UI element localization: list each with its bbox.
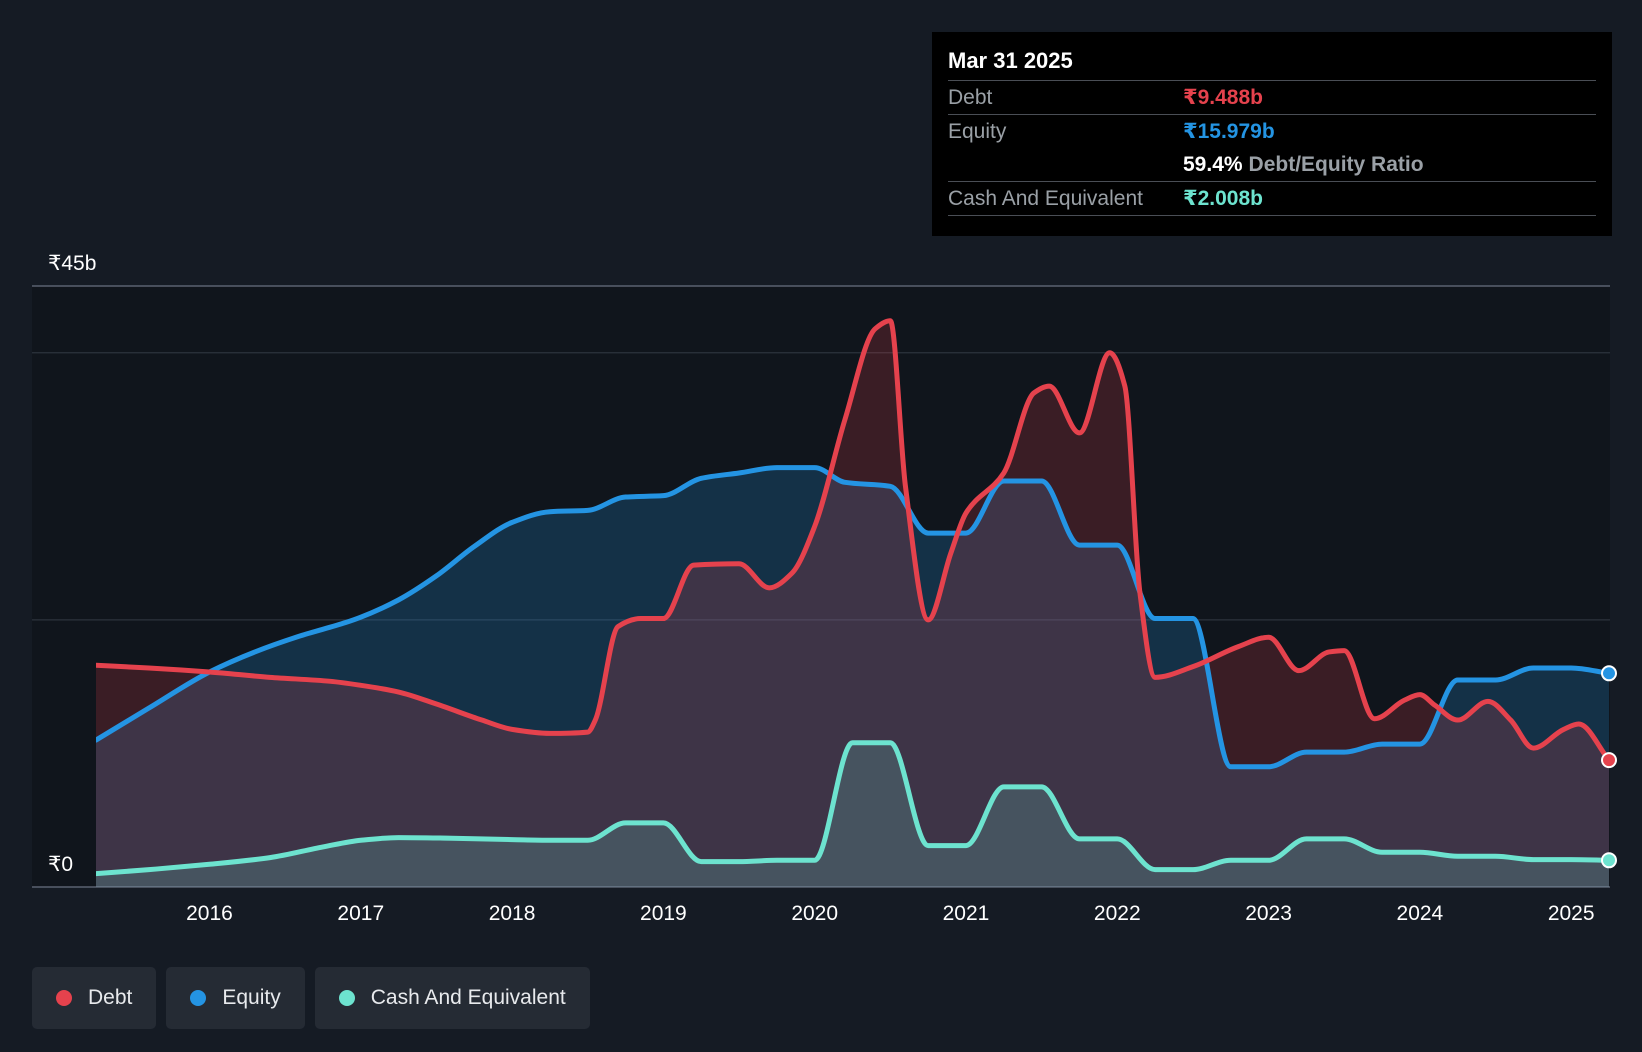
tooltip-panel: Mar 31 2025 Debt ₹9.488b Equity ₹15.979b…: [932, 32, 1612, 236]
equity-end-marker[interactable]: [1601, 665, 1617, 682]
y-tick-label: ₹45b: [48, 252, 96, 275]
debt-line: [96, 318, 1611, 763]
legend-label-debt: Debt: [88, 986, 133, 1009]
legend-item-cash[interactable]: Cash And Equivalent: [314, 967, 590, 1029]
tooltip-debt-value: ₹9.488b: [1183, 86, 1263, 109]
equity-line: [96, 465, 1611, 770]
tooltip-cash-label: Cash And Equivalent: [948, 186, 1143, 210]
tooltip-debt-label: Debt: [948, 85, 993, 109]
legend-item-debt[interactable]: Debt: [32, 967, 157, 1029]
tooltip-ratio-label: Debt/Equity Ratio: [1248, 152, 1424, 176]
cash-area: [96, 742, 1609, 887]
debt-area: [96, 320, 1609, 888]
equity-area: [96, 467, 1609, 887]
tooltip-ratio-row: 59.4% Debt/Equity Ratio: [948, 148, 1596, 181]
tooltip-equity-row: Equity ₹15.979b: [948, 114, 1596, 148]
plot-background: [32, 286, 1610, 887]
tooltip-cash-value: ₹2.008b: [1183, 187, 1263, 210]
x-tick-label: 2017: [337, 902, 384, 925]
tooltip-cash-row: Cash And Equivalent ₹2.008b: [948, 181, 1596, 216]
x-tick-label: 2020: [791, 902, 838, 925]
x-tick-label: 2018: [489, 902, 536, 925]
tooltip-date: Mar 31 2025: [948, 48, 1073, 73]
tooltip-equity-value: ₹15.979b: [1183, 120, 1275, 143]
tooltip-equity-label: Equity: [948, 119, 1007, 143]
legend-dot-cash: [338, 990, 355, 1006]
legend-label-cash: Cash And Equivalent: [370, 986, 566, 1009]
x-tick-label: 2022: [1094, 902, 1141, 925]
legend-item-equity[interactable]: Equity: [166, 967, 305, 1029]
cash-line: [96, 740, 1611, 877]
tooltip-ratio-value: 59.4%: [1183, 152, 1243, 176]
debt-end-marker[interactable]: [1601, 752, 1617, 769]
cash-end-marker[interactable]: [1601, 852, 1617, 869]
chart-legend: Debt Equity Cash And Equivalent: [32, 967, 590, 1029]
legend-dot-debt: [56, 990, 72, 1006]
y-tick-label: ₹0: [48, 853, 73, 876]
x-tick-label: 2016: [186, 902, 233, 925]
x-tick-label: 2025: [1548, 902, 1595, 925]
x-tick-label: 2023: [1245, 902, 1292, 925]
legend-label-equity: Equity: [222, 986, 281, 1009]
x-tick-label: 2024: [1397, 902, 1444, 925]
x-tick-label: 2019: [640, 902, 687, 925]
tooltip-debt-row: Debt ₹9.488b: [948, 80, 1596, 114]
x-tick-label: 2021: [943, 902, 990, 925]
legend-dot-equity: [190, 990, 207, 1006]
